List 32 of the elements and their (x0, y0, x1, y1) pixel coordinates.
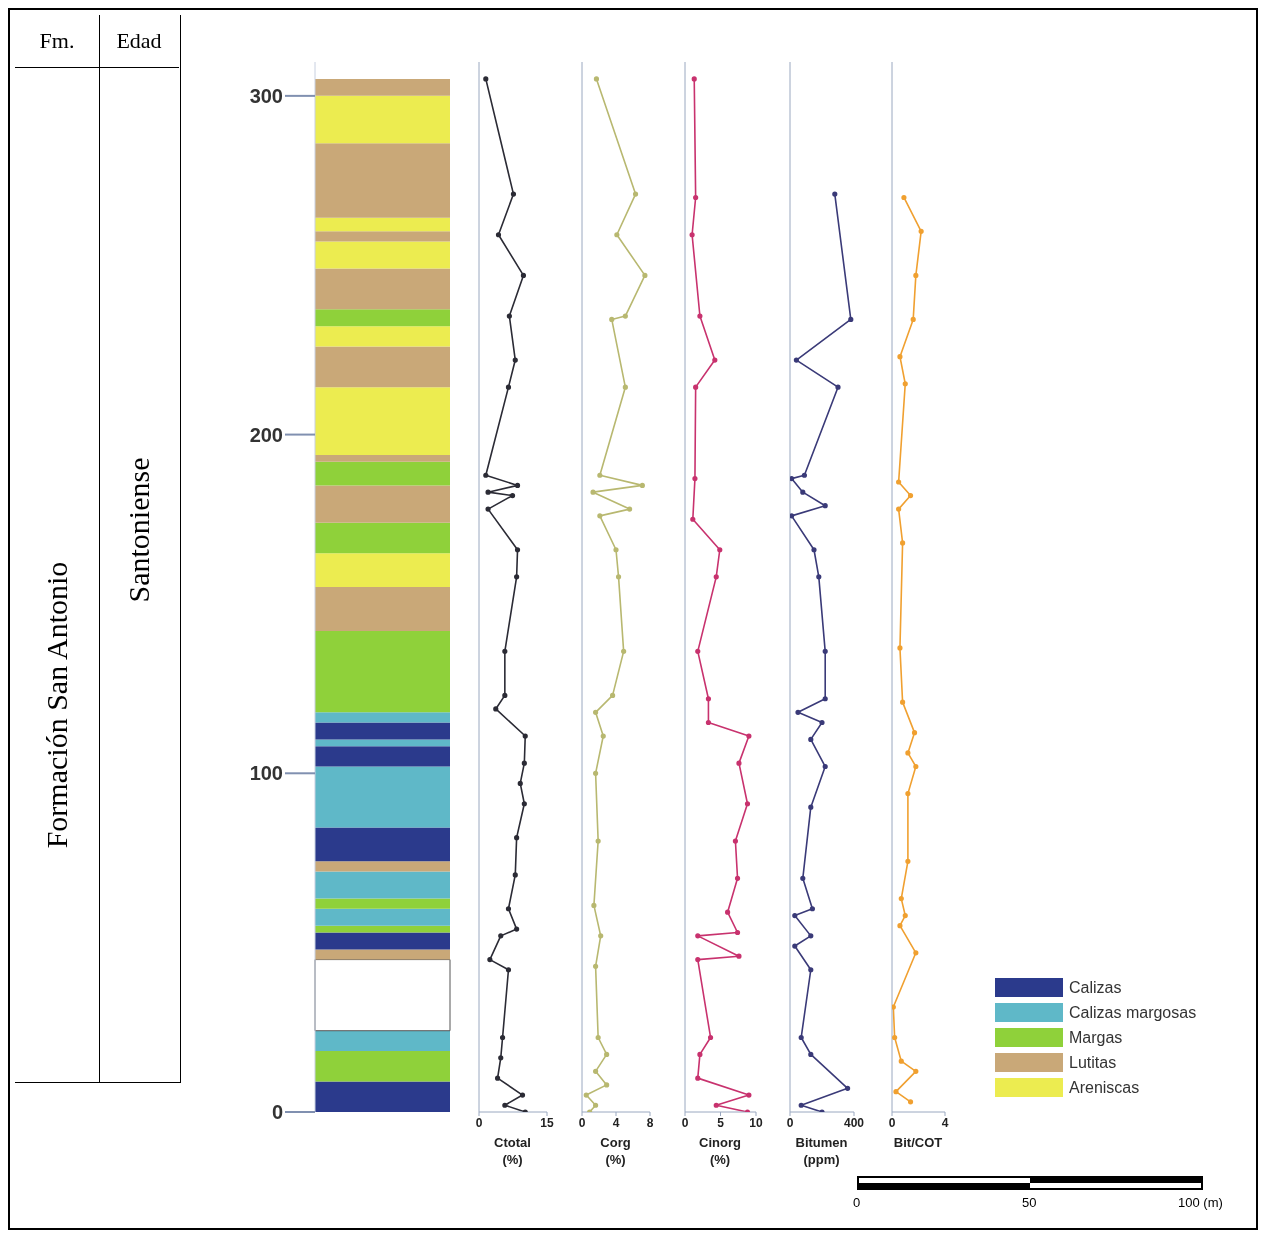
x-tick-label: 0 (786, 1115, 794, 1130)
text: Formación San Antonio (40, 561, 74, 849)
x-tick-label: 0 (888, 1115, 896, 1130)
x-tick-label: 10 (749, 1115, 763, 1130)
legend-label: Areniscas (1069, 1078, 1140, 1097)
x-tick-label: 0 (578, 1115, 586, 1130)
text: Santoniense (122, 457, 156, 603)
x-axis-title: Bitumen (ppm) (794, 1134, 849, 1168)
x-tick-label: 5 (717, 1115, 725, 1130)
x-tick-label: 0 (681, 1115, 689, 1130)
legend-label: Calizas margosas (1069, 1003, 1197, 1022)
legend-label: Calizas (1069, 978, 1122, 997)
x-tick-label: 4 (612, 1115, 620, 1130)
x-axis-title: Ctotal (%) (493, 1134, 532, 1168)
x-tick-label: 0 (475, 1115, 483, 1130)
legend-label: Margas (1069, 1028, 1123, 1047)
x-tick-label: 8 (646, 1115, 654, 1130)
x-tick-label: 4 (941, 1115, 949, 1130)
text: 50 (1022, 1195, 1037, 1210)
x-axis-title: Cinorg (%) (698, 1134, 742, 1168)
text: Edad (99, 15, 179, 68)
text: 0 (853, 1195, 861, 1210)
x-tick-label: 400 (843, 1115, 865, 1130)
y-tick-label: 300 (249, 84, 283, 107)
y-tick-label: 200 (249, 423, 283, 446)
x-axis-title: Corg (%) (599, 1134, 632, 1168)
text: 100 (m) (1178, 1195, 1223, 1210)
legend-label: Lutitas (1069, 1053, 1117, 1072)
x-axis-title: Bit/COT (892, 1134, 944, 1151)
x-tick-label: 15 (540, 1115, 554, 1130)
text: Fm. (15, 15, 100, 68)
y-tick-label: 100 (249, 762, 283, 785)
